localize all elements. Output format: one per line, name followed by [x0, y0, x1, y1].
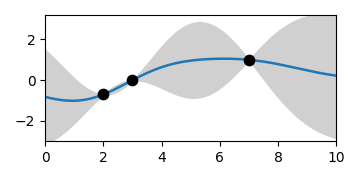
Point — [130, 79, 135, 82]
Point — [100, 93, 106, 96]
Point — [246, 58, 252, 61]
